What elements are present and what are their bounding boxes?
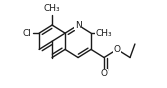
Text: O: O [101, 69, 108, 78]
Text: Cl: Cl [22, 29, 31, 38]
Text: CH₃: CH₃ [96, 29, 112, 38]
Text: O: O [114, 45, 121, 54]
Text: CH₃: CH₃ [44, 4, 60, 13]
Text: N: N [75, 21, 81, 30]
